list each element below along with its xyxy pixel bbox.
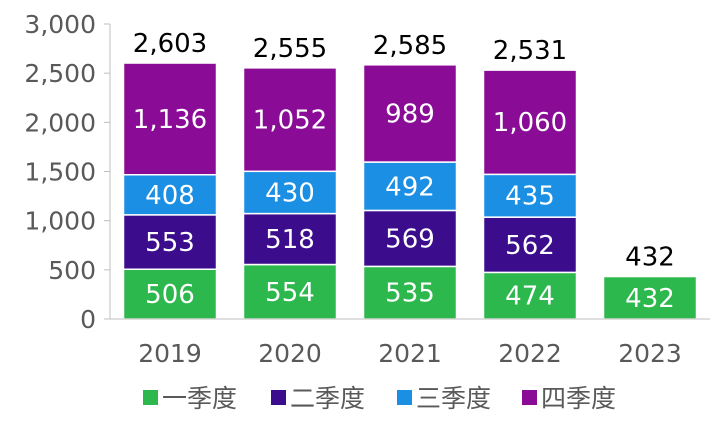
y-axis: 0 500 1,000 1,500 2,000 2,500 3,000	[24, 10, 111, 334]
y-tick-label: 2,000	[24, 108, 96, 137]
data-label: 1,052	[253, 106, 327, 136]
data-label: 554	[265, 278, 315, 308]
y-tick-label: 3,000	[24, 10, 96, 39]
bar-segment	[482, 69, 578, 176]
data-label: 408	[145, 181, 195, 211]
x-tick-label: 2022	[498, 339, 562, 368]
data-label: 506	[145, 280, 195, 310]
data-label: 430	[265, 178, 315, 208]
data-label: 474	[505, 282, 555, 312]
total-label: 2,585	[373, 31, 447, 61]
bar-segment	[602, 275, 698, 320]
total-label: 432	[625, 243, 675, 273]
data-label: 562	[505, 231, 555, 261]
legend: 一季度 二季度 三季度 四季度	[143, 384, 616, 413]
bar-segment	[362, 64, 458, 163]
legend-label: 四季度	[541, 384, 616, 413]
data-label: 1,060	[493, 108, 567, 138]
bar-segment	[122, 268, 218, 320]
bar-segment	[242, 67, 338, 173]
bar-segment	[122, 173, 218, 216]
data-label: 553	[145, 228, 195, 258]
bar-segment	[362, 161, 458, 212]
legend-label: 一季度	[162, 384, 237, 413]
x-tick-label: 2020	[258, 339, 322, 368]
x-axis: 2019 2020 2021 2022 2023	[110, 318, 710, 368]
legend-label: 二季度	[290, 384, 365, 413]
data-label: 518	[265, 225, 315, 255]
data-label: 432	[625, 284, 675, 314]
data-label: 535	[385, 279, 435, 309]
bar-segment	[122, 214, 218, 270]
bar-segment	[122, 62, 218, 176]
legend-swatch	[397, 390, 412, 405]
bars: 506 553 408 1,136 2,603 554 518 430 1,052 2,555 53…	[122, 29, 698, 320]
y-tick-label: 1,500	[24, 158, 96, 187]
x-tick-label: 2023	[618, 339, 682, 368]
data-label: 569	[385, 224, 435, 254]
bar-segment	[362, 209, 458, 268]
y-tick-label: 1,000	[24, 207, 96, 236]
legend-swatch	[143, 390, 158, 405]
data-label: 1,136	[133, 105, 207, 135]
data-label: 492	[385, 172, 435, 202]
data-label: 989	[385, 99, 435, 129]
y-tick-label: 0	[80, 305, 96, 334]
legend-swatch	[522, 390, 537, 405]
y-tick-label: 2,500	[24, 59, 96, 88]
legend-swatch	[271, 390, 286, 405]
legend-label: 三季度	[416, 384, 491, 413]
x-tick-label: 2021	[378, 339, 442, 368]
data-label: 435	[505, 182, 555, 212]
y-tick-label: 500	[48, 256, 96, 285]
total-label: 2,603	[133, 29, 207, 59]
bar-segment	[242, 263, 338, 320]
x-tick-label: 2019	[138, 339, 202, 368]
total-label: 2,531	[493, 36, 567, 66]
total-label: 2,555	[253, 34, 327, 64]
